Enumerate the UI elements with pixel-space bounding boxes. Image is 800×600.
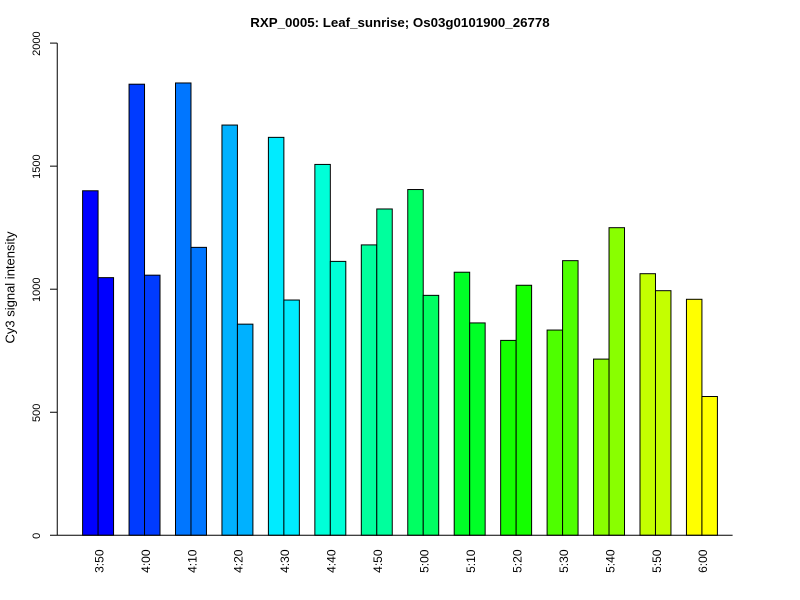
svg-text:5:40: 5:40 [603,549,617,573]
svg-text:5:30: 5:30 [557,549,571,573]
svg-text:5:50: 5:50 [650,549,664,573]
svg-text:4:50: 4:50 [371,549,385,573]
svg-text:0: 0 [31,533,43,539]
svg-text:2000: 2000 [31,31,43,55]
svg-text:4:30: 4:30 [278,549,292,573]
svg-text:4:10: 4:10 [185,549,199,573]
svg-text:4:20: 4:20 [232,549,246,573]
svg-text:5:20: 5:20 [510,549,524,573]
svg-text:5:10: 5:10 [464,549,478,573]
svg-text:3:50: 3:50 [92,549,106,573]
svg-text:5:00: 5:00 [418,549,432,573]
svg-text:1000: 1000 [31,277,43,301]
svg-text:4:40: 4:40 [325,549,339,573]
svg-text:Cy3 signal intensity: Cy3 signal intensity [3,231,18,343]
svg-text:1500: 1500 [31,154,43,178]
svg-text:500: 500 [31,404,43,422]
svg-text:4:00: 4:00 [139,549,153,573]
svg-text:RXP_0005: Leaf_sunrise; Os03g0: RXP_0005: Leaf_sunrise; Os03g0101900_267… [250,15,549,30]
svg-text:6:00: 6:00 [696,549,710,573]
